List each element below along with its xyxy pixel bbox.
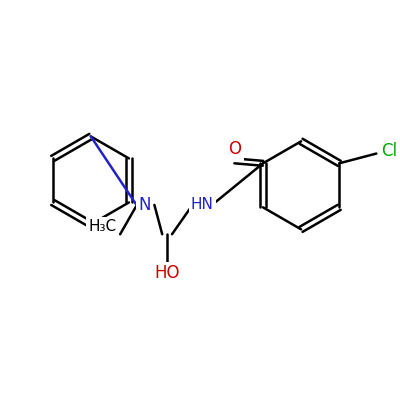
Text: HN: HN	[191, 197, 214, 212]
Text: Cl: Cl	[381, 142, 397, 160]
Text: HO: HO	[154, 264, 180, 282]
Text: O: O	[228, 140, 241, 158]
Text: H₃C: H₃C	[88, 219, 117, 234]
Text: N: N	[138, 196, 151, 214]
